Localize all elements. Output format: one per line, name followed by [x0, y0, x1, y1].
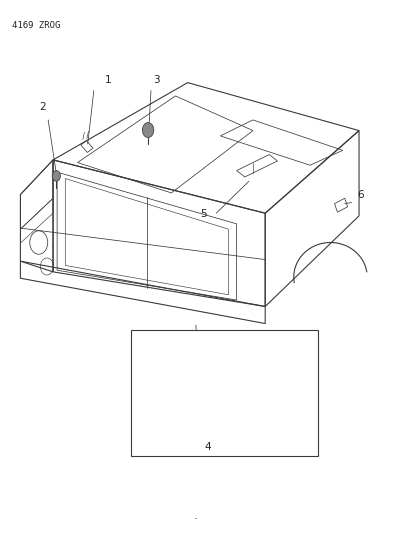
Text: 4: 4 [204, 442, 211, 452]
Text: .: . [194, 510, 198, 522]
Text: 5: 5 [200, 208, 206, 219]
Text: 6: 6 [357, 190, 364, 200]
Text: 3: 3 [153, 75, 160, 85]
Text: 4169 ZROG: 4169 ZROG [12, 21, 61, 30]
Circle shape [142, 123, 154, 138]
Circle shape [52, 171, 60, 181]
Text: 1: 1 [105, 75, 112, 85]
Text: 2: 2 [39, 102, 45, 112]
Bar [131, 330, 318, 456]
